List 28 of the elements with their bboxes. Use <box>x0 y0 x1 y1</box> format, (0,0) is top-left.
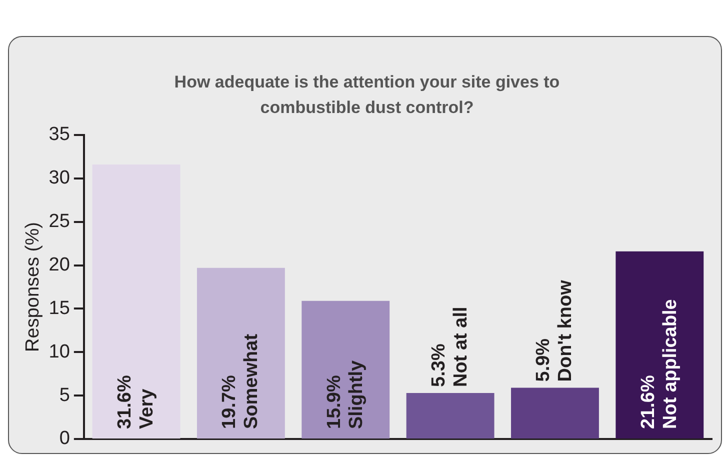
y-tick-label: 30 <box>48 168 70 189</box>
data-label: 21.6% <box>638 375 659 429</box>
y-tick-label: 25 <box>48 211 70 232</box>
bar <box>616 251 704 438</box>
data-label: 15.9% <box>324 375 345 429</box>
data-label: 5.9% <box>533 338 554 382</box>
data-label: 31.6% <box>114 375 136 429</box>
y-tick-label: 20 <box>48 254 70 276</box>
y-tick-label: 5 <box>59 384 70 406</box>
y-axis-title: Responses (%) <box>22 222 44 352</box>
data-label: 5.3% <box>428 344 450 387</box>
y-tick-label: 0 <box>59 428 70 450</box>
x-tick-label: Somewhat <box>241 333 262 429</box>
chart-title: How adequate is the attention your site gives to combustible dust control? <box>174 72 560 117</box>
bar <box>406 392 494 438</box>
bar <box>511 388 599 438</box>
bar <box>92 164 180 438</box>
data-label: 19.7% <box>219 375 240 429</box>
x-tick-label: Very <box>136 388 158 429</box>
y-tick-label: 15 <box>48 298 70 319</box>
x-tick-label: Not at all <box>450 306 472 387</box>
x-tick-label: Not applicable <box>660 299 681 429</box>
y-tick-label: 10 <box>48 341 70 362</box>
x-tick-label: Don't know <box>555 280 576 382</box>
bar <box>302 300 390 438</box>
x-tick-label: Slightly <box>346 360 367 429</box>
y-tick-label: 35 <box>48 124 70 146</box>
bar <box>196 268 285 438</box>
